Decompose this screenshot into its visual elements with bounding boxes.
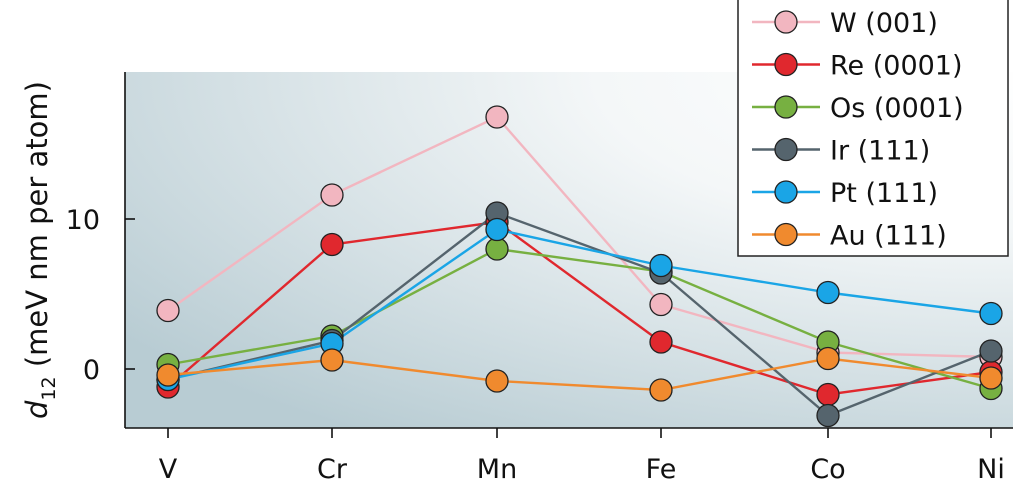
legend-marker-2 — [774, 95, 798, 119]
data-point-5-0 — [156, 363, 180, 387]
data-point-1-3 — [649, 330, 673, 354]
data-point-2-2 — [485, 237, 509, 261]
series-line-1 — [167, 220, 992, 396]
legend-label-0: W (001) — [830, 8, 938, 39]
x-tick-label: Fe — [646, 454, 677, 485]
data-point-0-1 — [320, 183, 344, 207]
data-point-1-1 — [320, 232, 344, 257]
series-line-2 — [167, 247, 992, 390]
data-point-5-5 — [979, 366, 1003, 390]
legend-label-5: Au (111) — [830, 221, 947, 252]
series-lines — [167, 115, 992, 417]
x-tick-label: Cr — [317, 454, 348, 485]
data-point-5-1 — [320, 348, 344, 372]
legend: W (001) Re (0001) Os (0001) Ir (111) Pt (111… — [737, 0, 1009, 257]
legend-marker-1 — [774, 52, 798, 77]
data-point-4-3 — [649, 253, 673, 278]
series-points — [156, 105, 1003, 428]
legend-label-2: Os (0001) — [830, 93, 964, 124]
y-tick-label: 0 — [83, 355, 100, 386]
legend-marker-4 — [774, 180, 798, 204]
data-point-0-2 — [485, 105, 509, 129]
axes: 0 10 V Cr Mn Fe Co Ni — [66, 72, 1013, 485]
legend-marker-3 — [774, 137, 798, 162]
data-point-3-4 — [816, 403, 840, 428]
series-line-3 — [167, 211, 992, 417]
data-point-5-4 — [816, 346, 840, 371]
series-line-5 — [167, 357, 992, 392]
legend-label-3: Ir (111) — [830, 136, 930, 167]
x-tick-label: Ni — [977, 454, 1005, 485]
data-point-0-0 — [156, 298, 180, 323]
legend-marker-5 — [774, 222, 798, 247]
data-point-4-5 — [979, 301, 1003, 326]
data-point-0-3 — [649, 292, 673, 317]
series-line-4 — [167, 228, 992, 381]
legend-label-4: Pt (111) — [830, 178, 938, 209]
data-point-4-2 — [485, 217, 509, 242]
x-tick-label: V — [159, 454, 178, 485]
data-point-5-2 — [485, 369, 509, 393]
x-tick-label: Mn — [477, 454, 517, 485]
legend-box — [737, 0, 1009, 257]
data-point-3-5 — [979, 339, 1003, 363]
data-point-4-4 — [816, 280, 840, 305]
legend-marker-0 — [774, 10, 798, 34]
data-point-5-3 — [649, 378, 673, 402]
y-tick-label: 10 — [66, 205, 100, 236]
data-point-1-4 — [816, 382, 840, 407]
legend-label-1: Re (0001) — [830, 51, 963, 82]
y-axis-label: d12 (meV nm per atom) — [20, 81, 60, 419]
series-line-0 — [167, 115, 992, 359]
x-tick-label: Co — [810, 454, 845, 485]
